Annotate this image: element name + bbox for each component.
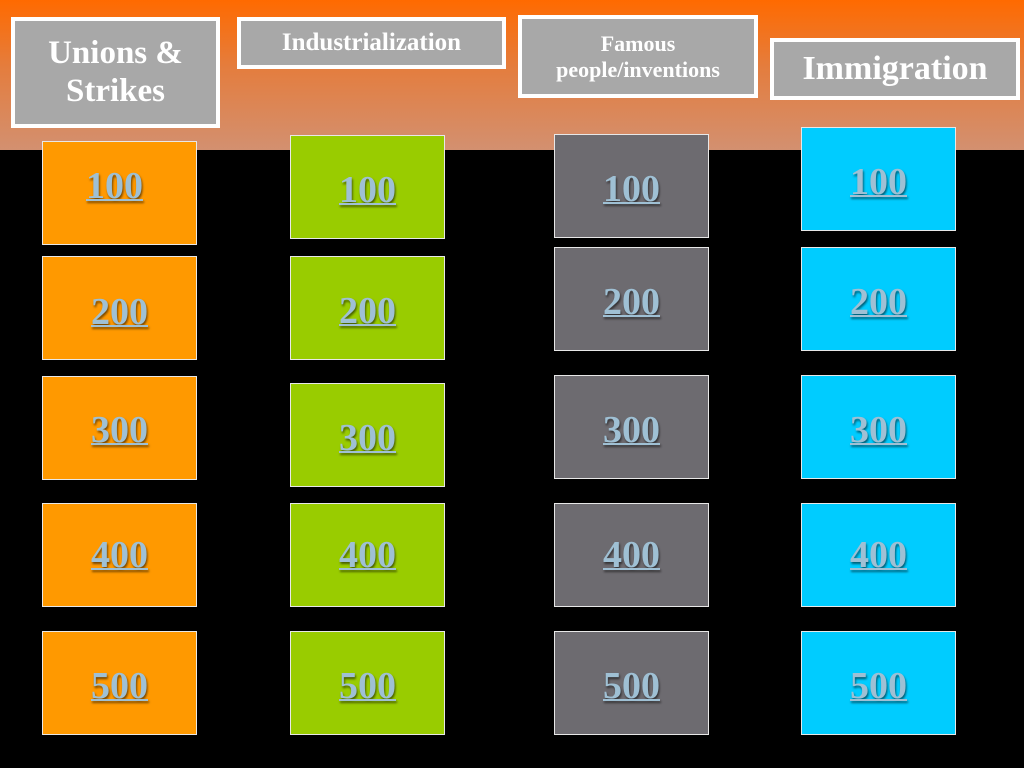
tile-value-link[interactable]: 300 [91,409,148,451]
tile-value-link[interactable]: 400 [339,534,396,576]
tile-value-link[interactable]: 200 [850,281,907,323]
tile-famous-500[interactable]: 500 [554,631,709,735]
tile-unions-400[interactable]: 400 [42,503,197,607]
tile-value-link[interactable]: 400 [850,534,907,576]
tile-unions-300[interactable]: 300 [42,376,197,480]
tile-unions-200[interactable]: 200 [42,256,197,360]
tile-value-link[interactable]: 300 [339,417,396,459]
tile-value-link[interactable]: 500 [603,665,660,707]
tile-famous-400[interactable]: 400 [554,503,709,607]
tile-immigration-400[interactable]: 400 [801,503,956,607]
tile-famous-200[interactable]: 200 [554,247,709,351]
category-header-immigration: Immigration [770,38,1020,100]
tile-value-link[interactable]: 500 [339,665,396,707]
tile-industrialization-500[interactable]: 500 [290,631,445,735]
tile-value-link[interactable]: 400 [603,534,660,576]
tile-value-link[interactable]: 300 [603,409,660,451]
tile-famous-300[interactable]: 300 [554,375,709,479]
category-header-industrialization: Industrialization [237,17,506,69]
tile-value-link[interactable]: 500 [91,665,148,707]
category-label: Unions & Strikes [48,34,183,109]
tile-value-link[interactable]: 100 [339,169,396,211]
category-header-unions-strikes: Unions & Strikes [11,17,220,128]
tile-value-link[interactable]: 100 [603,168,660,210]
category-label: Famous people/inventions [556,31,720,82]
tile-immigration-100[interactable]: 100 [801,127,956,231]
tile-industrialization-100[interactable]: 100 [290,135,445,239]
tile-industrialization-300[interactable]: 300 [290,383,445,487]
tile-value-link[interactable]: 200 [91,291,148,333]
category-header-famous-people-inventions: Famous people/inventions [518,15,758,98]
tile-industrialization-400[interactable]: 400 [290,503,445,607]
tile-immigration-200[interactable]: 200 [801,247,956,351]
tile-value-link[interactable]: 500 [850,665,907,707]
tile-immigration-300[interactable]: 300 [801,375,956,479]
tile-unions-500[interactable]: 500 [42,631,197,735]
tile-industrialization-200[interactable]: 200 [290,256,445,360]
category-label: Immigration [802,50,988,88]
tile-value-link[interactable]: 100 [850,161,907,203]
tile-value-link[interactable]: 200 [603,281,660,323]
tile-value-link[interactable]: 300 [850,409,907,451]
tile-immigration-500[interactable]: 500 [801,631,956,735]
tile-value-link[interactable]: 400 [91,534,148,576]
tile-famous-100[interactable]: 100 [554,134,709,238]
category-label: Industrialization [281,28,462,56]
tile-value-link[interactable]: 200 [339,290,396,332]
tile-unions-100[interactable]: 100 [42,141,197,245]
tile-value-link[interactable]: 100 [86,165,143,207]
